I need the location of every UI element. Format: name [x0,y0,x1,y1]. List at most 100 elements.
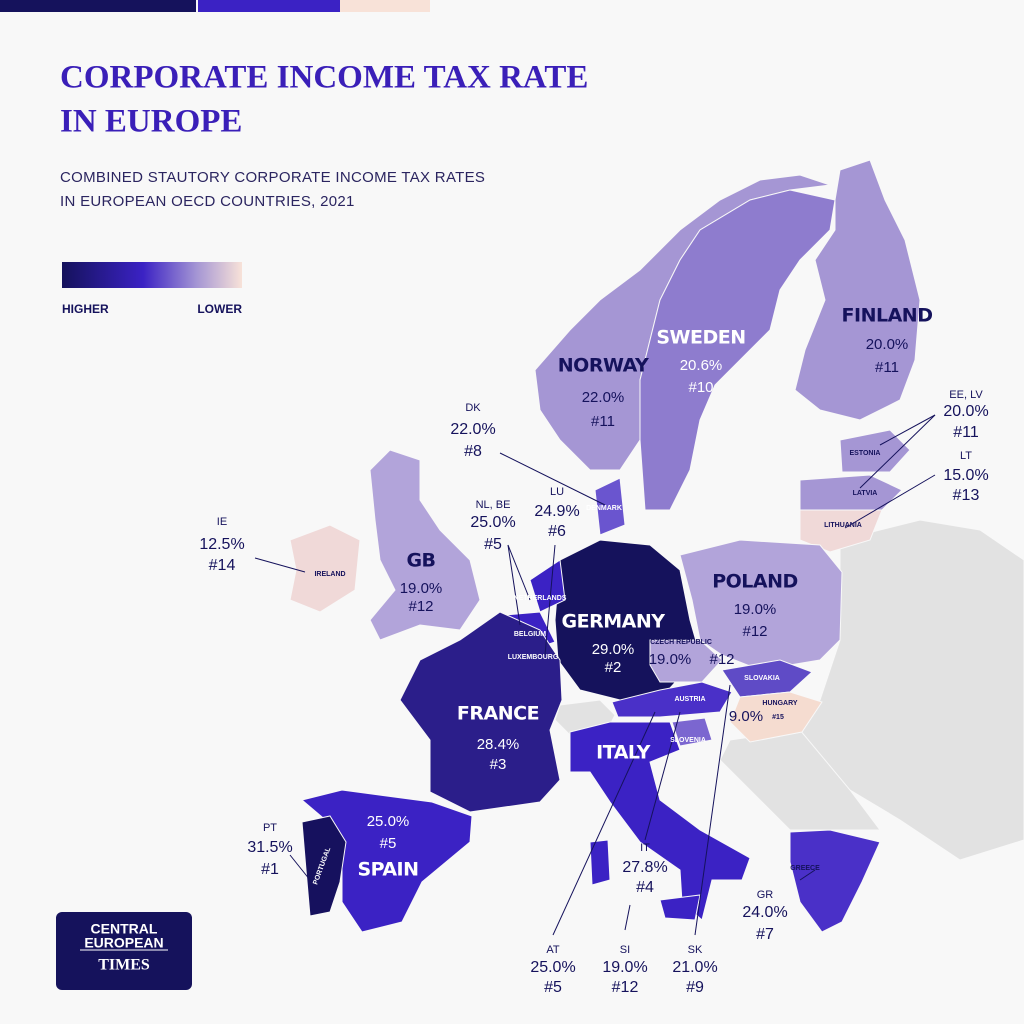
logo-box [56,912,192,990]
callout-lines [254,414,936,936]
callout-rate: 24.9% [534,503,579,520]
country-rank: #15 [772,714,784,721]
country-name: CZECH REPUBLIC [650,639,712,646]
country-small-label: GREECE [790,865,820,872]
leader-line [624,904,631,931]
callout-rate: 21.0% [672,959,717,976]
leader-line [289,854,311,881]
country-latvia [799,474,903,511]
country-rate: 19.0% [734,601,777,618]
country-name: NORWAY [558,355,649,377]
country-austria [611,681,733,718]
leader-line [544,544,556,656]
country-rate: 20.6% [680,357,723,374]
country-estonia [839,429,911,473]
country-name: HUNGARY [762,700,797,707]
country-finland [794,159,921,421]
callout-rank: #14 [209,557,236,574]
callout-code: AT [546,944,560,956]
country-small-label: BELGIUM [514,631,546,638]
logo-text: TIMES [98,957,150,974]
title: IN EUROPE [60,104,242,140]
logo-text: EUROPEAN [84,935,163,951]
country-rank: #3 [490,756,507,773]
country-name: GB [406,550,435,572]
top-stripe [340,0,430,12]
callout-rank: #7 [756,926,774,943]
country-rate: 19.0% [400,580,443,597]
callout-code: SI [620,944,630,956]
country-ireland [289,524,361,613]
country-small-label: LUXEMBOURG [508,654,559,661]
country-italy [569,721,751,921]
map [289,159,1024,933]
callout-rank: #8 [464,443,482,460]
callout-rate: 24.0% [742,904,787,921]
callout-code: SK [688,944,703,956]
leader-line [507,544,531,601]
country-poland [679,539,843,671]
callout-rate: 22.0% [450,421,495,438]
callout-rate: 20.0% [943,403,988,420]
legend-label: HIGHER [62,302,109,316]
country-rank: #5 [380,835,397,852]
callout-rate: 19.0% [602,959,647,976]
country-small-label: LITHUANIA [824,522,862,529]
region-grey [799,519,1024,861]
top-stripe [198,0,340,12]
country-gb [369,449,481,641]
logo-text: CENTRAL [91,921,158,937]
country-name: GERMANY [562,611,666,633]
country-rate: 25.0% [367,813,410,830]
leader-line [879,414,936,446]
callout-rank: #5 [484,536,502,553]
country-rate: 20.0% [866,336,909,353]
country-small-label: SLOVENIA [670,737,706,744]
country-rank: #12 [709,651,734,668]
leader-line [254,557,306,573]
country-rank: #10 [688,379,713,396]
callout-rank: #11 [953,424,979,441]
callout-code: NL, BE [476,499,511,511]
subtitle: COMBINED STAUTORY CORPORATE INCOME TAX R… [60,169,485,186]
country-name: SPAIN [357,859,418,881]
country-netherlands [529,559,566,613]
country-slovenia [671,717,713,747]
country-rank: #2 [605,659,622,676]
callout-rate: 25.0% [530,959,575,976]
callout-code: IE [217,516,227,528]
country-small-label: NETHERLANDS [514,595,567,602]
legend-label: LOWER [197,302,242,316]
callout-code: LU [550,486,564,498]
country-rate: 22.0% [582,389,625,406]
country-name: SWEDEN [656,327,745,349]
country-rank: #11 [875,359,899,376]
leader-line [499,452,606,506]
country-greece [789,829,881,933]
country-name: POLAND [712,571,798,593]
country-denmark [594,477,626,536]
country-rate: 19.0% [649,651,692,668]
callout-rate: 25.0% [470,514,515,531]
leader-line [507,544,521,626]
country-small-label: LATVIA [853,490,878,497]
country-name: FINLAND [842,305,933,327]
country-france [399,611,563,813]
country-rate: 29.0% [592,641,635,658]
leader-line [799,869,816,881]
callout-rate: 31.5% [247,839,292,856]
country-rank: #12 [742,623,767,640]
callout-rank: #4 [636,879,654,896]
callout-code: EE, LV [949,389,983,401]
callout-code: DK [465,402,481,414]
country-name: ITALY [596,742,650,764]
island-sicily [659,894,701,921]
legend-gradient [62,262,242,288]
country-rank: #11 [591,413,615,430]
country-hungary [729,691,823,743]
leader-line [859,414,936,489]
subtitle: IN EUROPEAN OECD COUNTRIES, 2021 [60,193,355,210]
country-rate: 28.4% [477,736,520,753]
callout-rate: 15.0% [943,467,988,484]
